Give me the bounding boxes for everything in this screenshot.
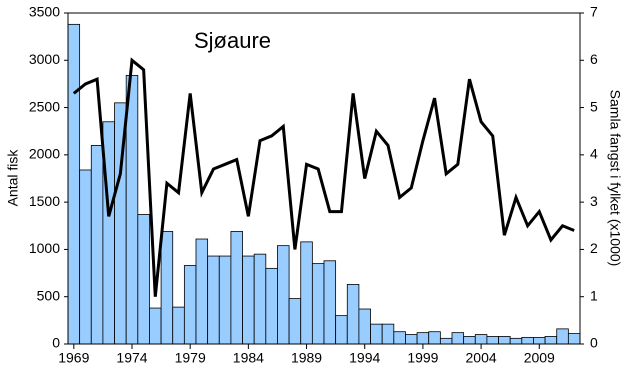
bar <box>428 331 441 345</box>
bar <box>67 23 81 345</box>
bar <box>370 323 383 345</box>
x-tick-label: 1984 <box>233 350 264 366</box>
bar <box>195 238 209 345</box>
bar <box>556 328 569 345</box>
bar <box>335 315 348 345</box>
y2-tick-label: 1 <box>590 287 598 303</box>
bar <box>451 332 465 345</box>
bar <box>311 263 325 345</box>
bar <box>253 253 267 345</box>
bar <box>242 255 255 345</box>
bar <box>405 334 418 345</box>
y2-tick-label: 4 <box>590 146 598 162</box>
bar <box>288 298 302 345</box>
bar <box>509 337 523 345</box>
y2-tick-label: 5 <box>590 98 598 114</box>
y-tick-label: 2500 <box>29 98 60 114</box>
y2-tick-label: 6 <box>590 51 598 67</box>
bar <box>323 260 337 345</box>
x-tick-label: 1979 <box>175 350 206 366</box>
x-tick-label: 1989 <box>291 350 322 366</box>
bar <box>346 284 360 345</box>
y-tick-label: 1500 <box>29 193 60 209</box>
bar <box>544 336 558 345</box>
bar <box>207 255 220 345</box>
bar <box>218 255 232 345</box>
x-tick-label: 2004 <box>466 350 497 366</box>
bar <box>160 231 174 345</box>
x-tick-label: 1969 <box>58 350 89 366</box>
bar <box>498 336 511 345</box>
x-tick-label: 1974 <box>116 350 147 366</box>
y-tick-label: 0 <box>52 335 60 351</box>
bar <box>277 245 290 345</box>
y-axis-label: Antal fisk <box>5 149 21 207</box>
bar <box>79 169 92 345</box>
bar <box>137 214 150 345</box>
bar <box>439 337 453 345</box>
chart-title: Sjøaure <box>194 28 271 53</box>
x-tick-label: 1994 <box>349 350 380 366</box>
bar <box>521 336 534 345</box>
x-tick-label: 1999 <box>407 350 438 366</box>
y2-tick-label: 2 <box>590 240 598 256</box>
bar <box>474 334 488 345</box>
bar <box>300 241 313 345</box>
bar <box>230 231 243 345</box>
bar <box>149 307 162 345</box>
y2-axis-label: Samla fangst i fylket (x1000) <box>607 90 623 267</box>
bar <box>393 331 406 345</box>
bar <box>486 336 499 345</box>
bar <box>533 336 546 345</box>
plot-frame <box>67 12 581 345</box>
y-tick-label: 500 <box>37 287 61 303</box>
bar <box>90 144 104 345</box>
y2-tick-label: 7 <box>590 4 598 20</box>
bar <box>183 265 197 345</box>
bar <box>381 323 395 345</box>
y-tick-label: 3500 <box>29 4 60 20</box>
line <box>72 57 575 297</box>
y-tick-label: 1000 <box>29 240 60 256</box>
y2-tick-label: 3 <box>590 193 598 209</box>
y-tick-label: 2000 <box>29 146 60 162</box>
bar <box>265 267 278 345</box>
x-tick-label: 2009 <box>524 350 555 366</box>
bar <box>358 308 371 345</box>
y-tick-label: 3000 <box>29 51 60 67</box>
bar <box>567 333 581 345</box>
y2-tick-label: 0 <box>590 335 598 351</box>
bar <box>463 336 476 345</box>
bar <box>416 332 430 345</box>
bar <box>125 75 139 345</box>
bar <box>172 306 185 345</box>
